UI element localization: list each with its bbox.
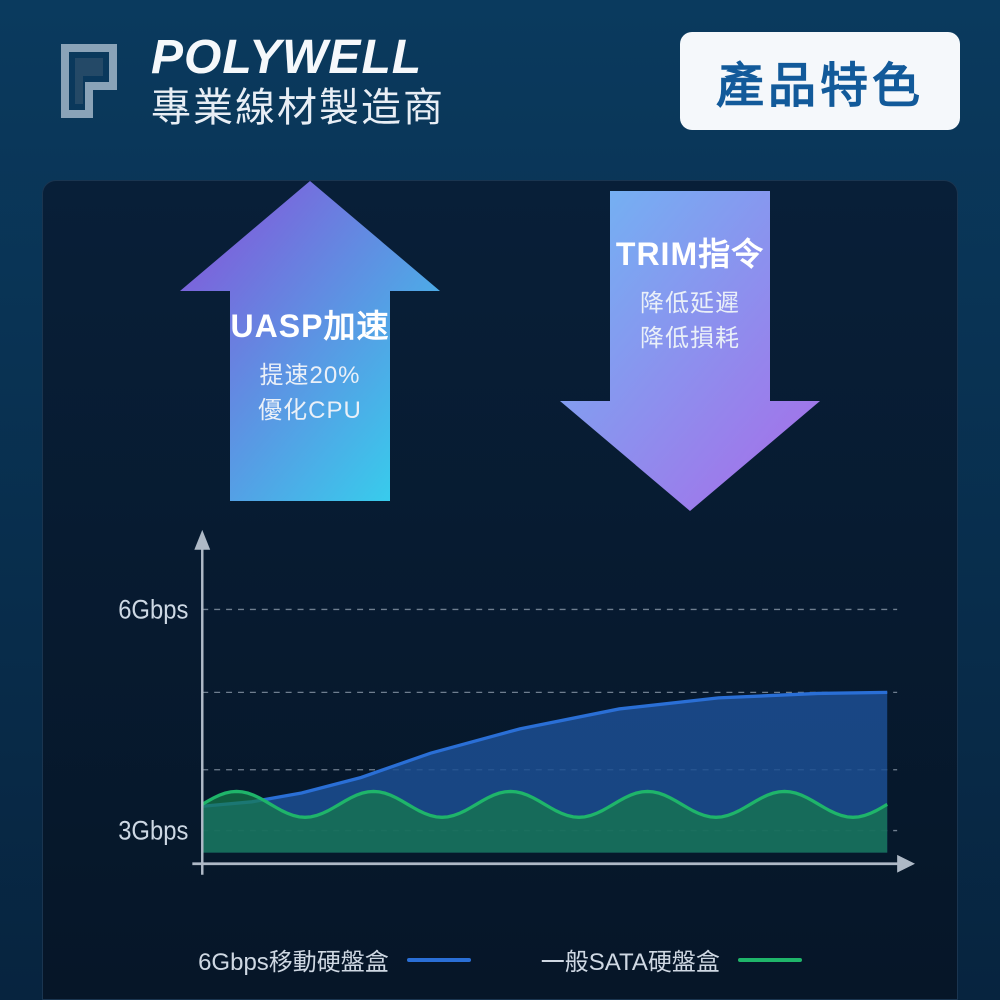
arrow-down-block: TRIM指令 降低延遲 降低損耗 [560,181,820,511]
legend-item-green: 一般SATA硬盤盒 [541,942,802,977]
brand-name: POLYWELL [151,30,445,85]
arrow-down-title: TRIM指令 [616,229,764,275]
arrow-down-line1: 降低延遲 [640,287,740,322]
legend-swatch-green [738,958,802,962]
legend-item-blue: 6Gbps移動硬盤盒 [198,942,471,977]
arrow-down-lines: 降低延遲 降低損耗 [640,287,740,357]
performance-chart: 6Gbps 3Gbps [103,521,917,919]
header: POLYWELL 專業線材製造商 產品特色 [0,0,1000,151]
y-label-6gbps: 6Gbps [118,595,188,624]
brand-group: POLYWELL 專業線材製造商 [55,30,445,131]
arrow-up-block: UASP加速 提速20% 優化CPU [180,181,440,511]
arrow-down-content: TRIM指令 降低延遲 降低損耗 [560,229,820,357]
y-label-3gbps: 3Gbps [118,816,188,845]
feature-badge: 產品特色 [680,32,960,130]
legend-swatch-blue [407,958,471,962]
arrow-down-line2: 降低損耗 [640,322,740,357]
arrow-up-line1: 提速20% [258,359,362,394]
brand-text: POLYWELL 專業線材製造商 [151,30,445,131]
arrow-up-content: UASP加速 提速20% 優化CPU [180,301,440,429]
content-panel: UASP加速 提速20% 優化CPU TRIM指令 [42,180,958,1000]
arrow-up-line2: 優化CPU [258,394,362,429]
chart-legend: 6Gbps移動硬盤盒 一般SATA硬盤盒 [43,942,957,977]
arrows-row: UASP加速 提速20% 優化CPU TRIM指令 [43,181,957,511]
arrow-up-title: UASP加速 [231,301,390,347]
brand-logo-icon [55,36,131,126]
legend-label-blue: 6Gbps移動硬盤盒 [198,942,389,977]
legend-label-green: 一般SATA硬盤盒 [541,942,720,977]
arrow-up-lines: 提速20% 優化CPU [258,359,362,429]
brand-subtitle: 專業線材製造商 [151,85,445,131]
